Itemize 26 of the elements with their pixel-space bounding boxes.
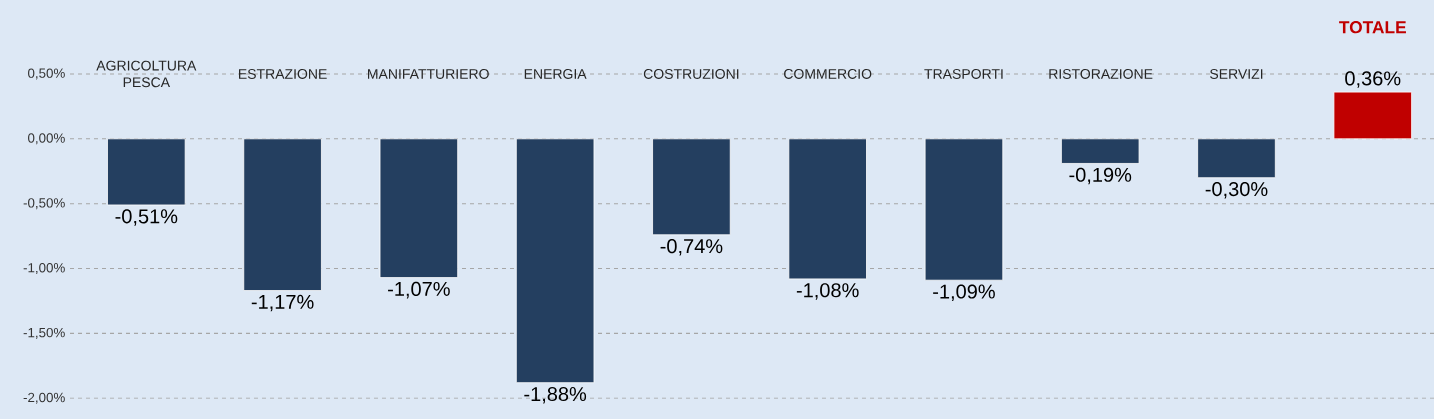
data-label: -0,51% [115, 209, 178, 226]
x-tick-label: RISTORAZIONE [1049, 68, 1153, 79]
y-tick-label: -2,00% [23, 392, 65, 404]
data-label: -1,09% [933, 284, 995, 301]
data-label: 0,36% [1345, 71, 1401, 88]
data-label: -0,30% [1205, 181, 1268, 199]
y-tick-label: -1,50% [23, 327, 65, 339]
x-tick-label: TOTALE [1339, 21, 1406, 34]
x-tick-label: MANIFATTURIERO [368, 68, 489, 79]
y-tick-label: -0,50% [23, 198, 65, 210]
x-tick-label: COSTRUZIONI [643, 68, 739, 79]
x-tick-label: AGRICOLTURA PESCA [96, 60, 197, 88]
x-tick-label: ENERGIA [524, 68, 587, 79]
x-tick-label: TRASPORTI [924, 68, 1003, 79]
x-tick-label: SERVIZI [1210, 68, 1263, 79]
y-tick-label: 0,00% [28, 133, 65, 145]
data-label: -1,07% [388, 281, 450, 299]
data-label: -0,74% [660, 239, 723, 256]
data-label: -1,88% [524, 386, 587, 404]
x-tick-label: ESTRAZIONE [239, 68, 327, 79]
y-tick-label: 0,50% [28, 68, 65, 80]
x-tick-label: COMMERCIO [784, 68, 872, 79]
data-label: -0,19% [1069, 167, 1132, 185]
data-label: -1,08% [796, 283, 859, 300]
y-tick-label: -1,00% [23, 263, 65, 275]
data-label: -1,17% [251, 294, 314, 312]
